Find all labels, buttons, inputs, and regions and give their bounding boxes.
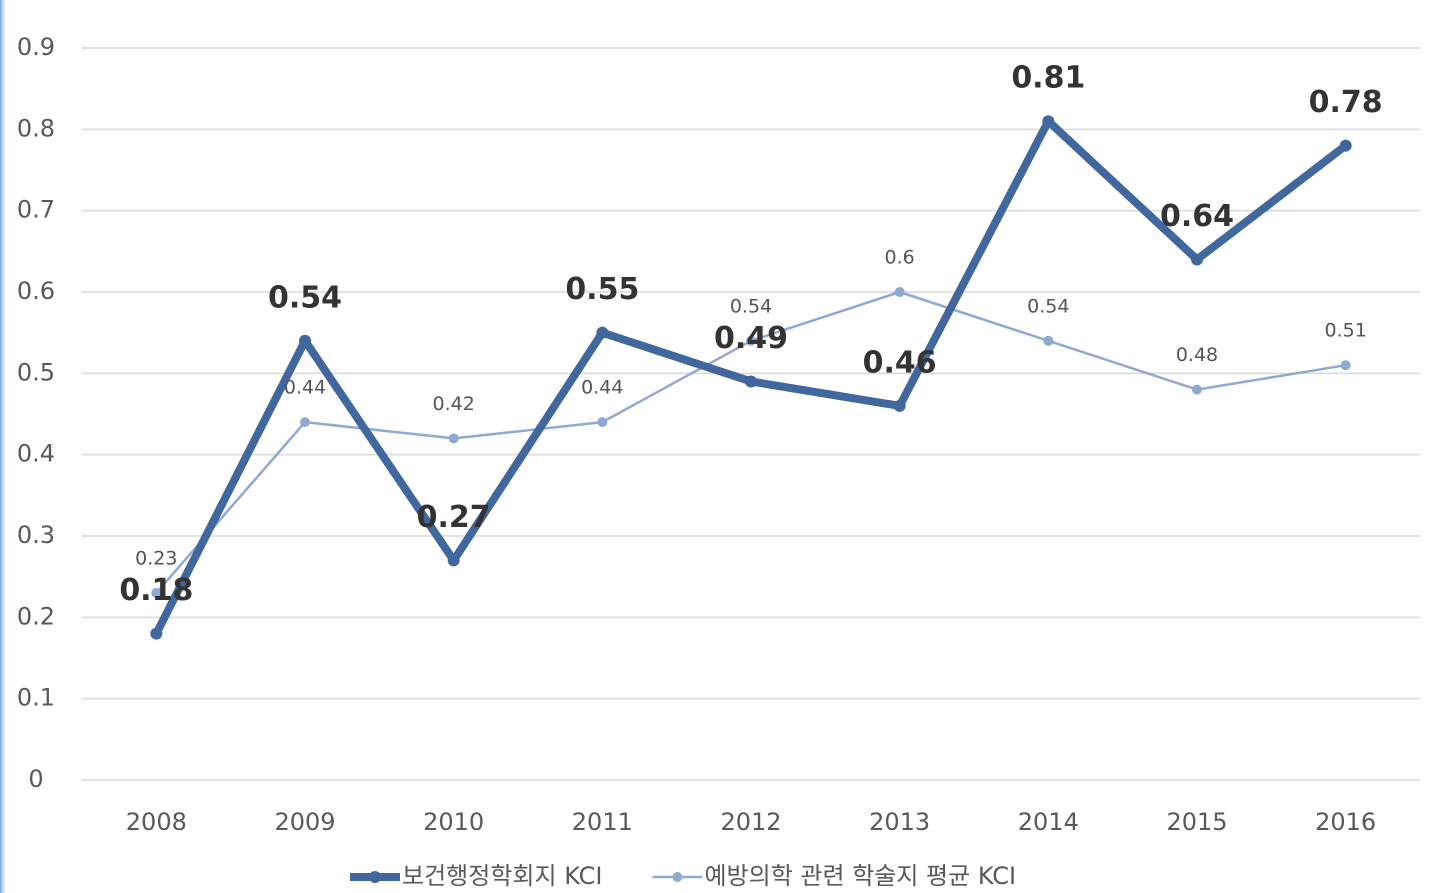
y-tick-label: 0.3 [17, 521, 55, 549]
data-label: 0.54 [1027, 295, 1069, 317]
point-marker [150, 627, 163, 640]
edge-decoration [0, 0, 8, 893]
y-tick-label: 0.4 [17, 440, 55, 468]
data-label: 0.81 [1011, 61, 1085, 96]
data-label: 0.18 [119, 573, 193, 608]
y-tick-label: 0 [28, 765, 43, 793]
point-marker [1043, 335, 1054, 346]
x-tick-label: 2015 [1166, 808, 1227, 836]
point-marker [151, 587, 162, 598]
y-tick-label: 0.1 [17, 684, 55, 712]
data-label: 0.6 [885, 247, 915, 269]
point-marker [299, 334, 311, 347]
x-tick-label: 2010 [423, 808, 484, 836]
y-tick-label: 0.9 [17, 33, 55, 61]
data-label: 0.51 [1325, 320, 1367, 342]
point-marker [746, 335, 756, 346]
x-tick-label: 2014 [1018, 808, 1079, 836]
legend-marker [369, 871, 381, 883]
y-tick-label: 0.7 [17, 196, 55, 224]
data-label: 0.48 [1176, 344, 1218, 366]
point-marker [300, 417, 310, 428]
x-tick-label: 2008 [126, 808, 187, 836]
point-marker [1339, 139, 1352, 152]
x-tick-label: 2009 [274, 808, 335, 836]
point-marker [1042, 115, 1055, 128]
legend-marker [672, 872, 683, 882]
y-tick-label: 0.2 [17, 602, 55, 630]
data-label: 0.55 [565, 272, 639, 307]
data-label: 0.42 [433, 393, 475, 415]
legend-label: 보건행정학회지 KCI [402, 862, 602, 890]
data-label: 0.44 [284, 377, 326, 399]
x-tick-label: 2013 [869, 808, 930, 836]
point-marker [448, 433, 459, 444]
point-marker [745, 375, 757, 388]
point-marker [1340, 360, 1351, 371]
point-marker [596, 326, 609, 339]
point-marker [1191, 253, 1203, 266]
data-label: 0.27 [417, 500, 491, 535]
point-marker [1192, 384, 1202, 395]
data-label: 0.78 [1309, 85, 1383, 120]
x-tick-label: 2011 [572, 808, 633, 836]
x-tick-label: 2012 [720, 808, 781, 836]
y-tick-label: 0.5 [17, 358, 55, 386]
data-label: 0.54 [730, 295, 772, 317]
point-marker [447, 554, 460, 567]
data-label: 0.46 [863, 345, 937, 380]
data-label: 0.49 [714, 321, 788, 356]
legend-label: 예방의학 관련 학술지 평균 KCI [704, 862, 1016, 890]
data-label: 0.54 [268, 280, 342, 315]
y-tick-label: 0.6 [17, 277, 55, 305]
x-tick-label: 2016 [1315, 808, 1376, 836]
point-marker [893, 399, 906, 412]
data-label: 0.64 [1160, 199, 1234, 234]
y-tick-label: 0.8 [17, 114, 55, 142]
data-label: 0.44 [581, 377, 623, 399]
data-label: 0.23 [135, 547, 177, 569]
point-marker [597, 417, 608, 428]
point-marker [894, 287, 905, 297]
